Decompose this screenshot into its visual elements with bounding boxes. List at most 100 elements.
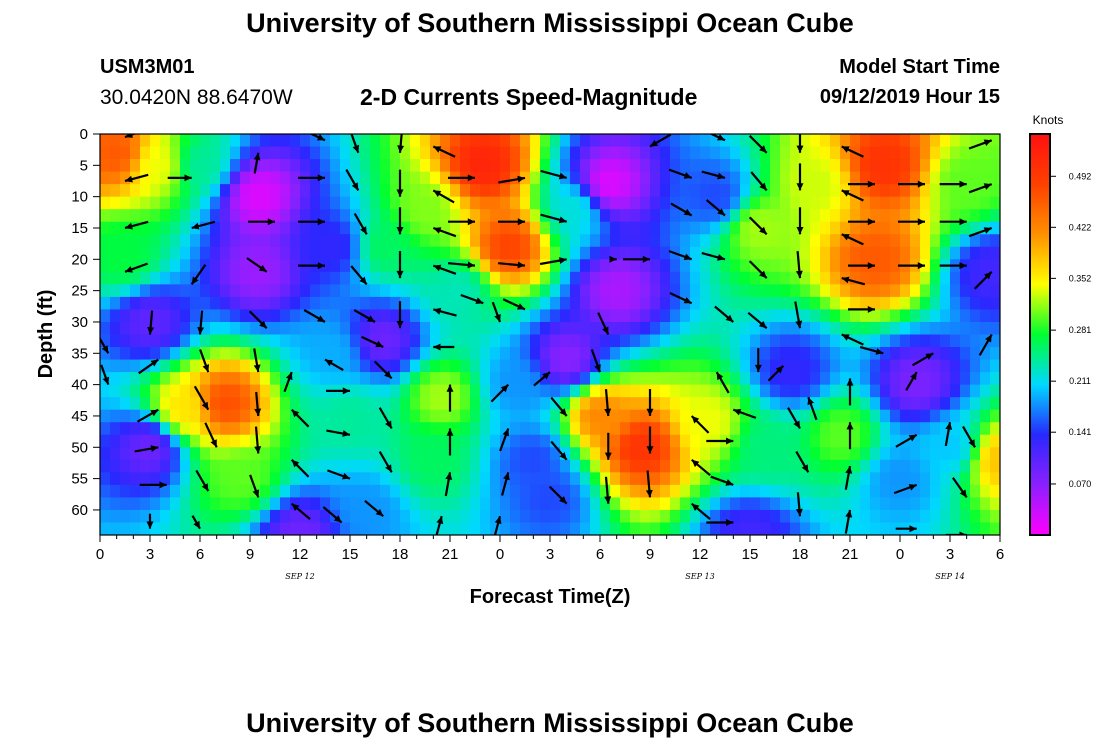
heatmap-cell — [800, 509, 811, 524]
heatmap-cell — [590, 146, 601, 160]
heatmap-cell — [660, 184, 671, 198]
heatmap-cell — [940, 334, 951, 348]
current-vector — [432, 189, 455, 204]
heatmap-cell — [570, 447, 581, 461]
heatmap-cell — [630, 434, 641, 448]
heatmap-cell — [110, 309, 121, 323]
y-tick-label: 30 — [71, 314, 88, 331]
heatmap-cell — [590, 171, 601, 185]
heatmap-cell — [800, 472, 811, 486]
heatmap-cell — [560, 209, 571, 223]
heatmap-cell — [340, 409, 351, 423]
heatmap-cell — [100, 472, 111, 486]
heatmap-cell — [690, 271, 701, 285]
heatmap-cell — [230, 171, 241, 185]
heatmap-cell — [840, 284, 851, 298]
heatmap-cell — [460, 234, 471, 248]
heatmap-cell — [300, 309, 311, 323]
heatmap-cell — [860, 509, 871, 524]
heatmap-cell — [730, 134, 741, 148]
heatmap-cell — [290, 234, 301, 248]
heatmap-cell — [970, 259, 981, 273]
heatmap-cell — [630, 146, 641, 160]
heatmap-cell — [740, 171, 751, 185]
heatmap-cell — [200, 522, 211, 535]
heatmap-cell — [280, 196, 291, 210]
heatmap-cell — [910, 472, 921, 486]
y-tick-label: 35 — [71, 345, 88, 362]
heatmap-cell — [890, 472, 901, 486]
heatmap-cell — [610, 196, 621, 210]
heatmap-cell — [810, 447, 821, 461]
heatmap-cell — [570, 434, 581, 448]
heatmap-cell — [330, 434, 341, 448]
heatmap-cell — [620, 497, 631, 511]
heatmap-cell — [300, 347, 311, 361]
heatmap-cell — [240, 246, 251, 260]
heatmap-cell — [340, 221, 351, 235]
current-vector — [204, 422, 218, 448]
heatmap-cell — [330, 472, 341, 486]
heatmap-cell — [480, 321, 491, 336]
heatmap-cell — [600, 434, 611, 448]
heatmap-cell — [540, 334, 551, 348]
heatmap-cell — [580, 296, 591, 311]
heatmap-cell — [220, 259, 231, 273]
heatmap-cell — [890, 459, 901, 473]
heatmap-cell — [350, 334, 361, 348]
heatmap-cell — [170, 134, 181, 148]
heatmap-cell — [410, 271, 421, 285]
heatmap-cell — [850, 472, 861, 486]
heatmap-cell — [810, 296, 821, 311]
heatmap-cell — [270, 309, 281, 323]
heatmap-cell — [690, 372, 701, 386]
heatmap-cell — [190, 509, 201, 524]
heatmap-cell — [520, 234, 531, 248]
heatmap-cell — [990, 509, 1000, 524]
heatmap-cell — [540, 347, 551, 361]
heatmap-cell — [460, 522, 471, 535]
heatmap-cell — [580, 284, 591, 298]
heatmap-cell — [800, 321, 811, 336]
heatmap-cell — [760, 484, 771, 499]
heatmap-cell — [180, 447, 191, 461]
heatmap-cell — [670, 522, 681, 535]
heatmap-cell — [100, 209, 111, 223]
heatmap-cell — [480, 159, 491, 173]
heatmap-cell — [300, 234, 311, 248]
current-vector — [841, 276, 866, 286]
heatmap-cell — [250, 246, 261, 260]
heatmap-cell — [680, 259, 691, 273]
heatmap-cell — [700, 497, 711, 511]
heatmap-cell — [670, 334, 681, 348]
heatmap-cell — [380, 284, 391, 298]
current-vector — [898, 262, 925, 270]
heatmap-cell — [580, 347, 591, 361]
heatmap-cell — [730, 359, 741, 373]
heatmap-cell — [820, 447, 831, 461]
heatmap-cell — [120, 434, 131, 448]
heatmap-cell — [390, 434, 401, 448]
heatmap-cell — [920, 422, 931, 436]
heatmap-cell — [280, 284, 291, 298]
heatmap-cell — [370, 196, 381, 210]
heatmap-cell — [170, 409, 181, 423]
heatmap-cell — [760, 409, 771, 423]
heatmap-cell — [770, 234, 781, 248]
heatmap-cell — [510, 321, 521, 336]
current-vector — [714, 305, 735, 323]
current-vector — [353, 309, 376, 323]
heatmap-cell — [140, 522, 151, 535]
heatmap-cell — [540, 484, 551, 499]
heatmap-cell — [460, 472, 471, 486]
heatmap-cell — [780, 284, 791, 298]
heatmap-cell — [490, 271, 501, 285]
heatmap-cell — [410, 309, 421, 323]
heatmap-cell — [760, 522, 771, 535]
heatmap-cell — [750, 196, 761, 210]
heatmap-cell — [260, 472, 271, 486]
heatmap-cell — [510, 372, 521, 386]
heatmap-cell — [970, 171, 981, 185]
current-vector — [968, 226, 993, 238]
heatmap-cell — [840, 484, 851, 499]
